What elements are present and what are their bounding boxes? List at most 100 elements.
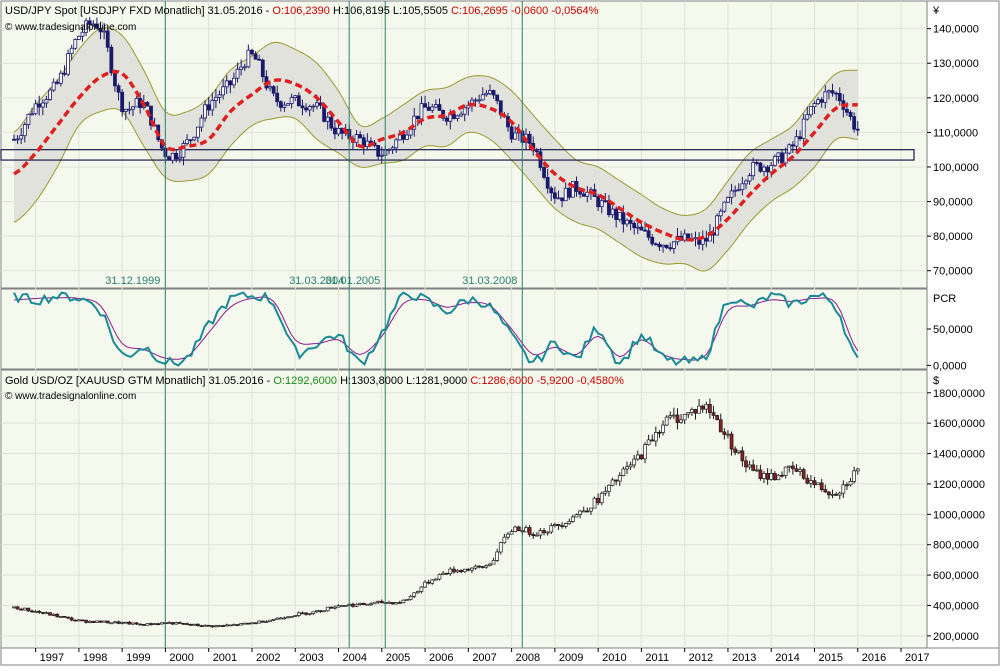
usdjpy-candle-body xyxy=(304,107,308,111)
usdjpy-candle-body xyxy=(430,106,435,111)
gold-candle-body xyxy=(351,603,355,607)
price-axis-label: 90,0000 xyxy=(933,197,973,209)
gold-high: H:1303,8000 xyxy=(340,375,403,387)
year-label: 2007 xyxy=(472,652,496,664)
gold-candle-body xyxy=(780,474,784,477)
gold-candle-body xyxy=(657,431,662,434)
gold-candle-body xyxy=(26,607,31,612)
usdjpy-candle-body xyxy=(228,80,233,86)
gold-candle-body xyxy=(372,601,377,605)
usdjpy-candle-body xyxy=(812,103,817,108)
usdjpy-candle-body xyxy=(296,95,301,107)
gold-candle-body xyxy=(704,403,709,410)
gold-candle-body xyxy=(15,606,20,610)
pcr-axis-label: 50,0000 xyxy=(933,324,973,336)
gold-candle-body xyxy=(12,606,16,609)
year-label: 2009 xyxy=(559,652,583,664)
usdjpy-candle-body xyxy=(433,104,438,108)
usdjpy-candle-body xyxy=(639,226,644,231)
usdjpy-candle-body xyxy=(282,104,287,108)
usdjpy-candle-body xyxy=(852,116,857,130)
usdjpy-candle-body xyxy=(556,197,561,200)
usdjpy-candle-body xyxy=(300,105,305,109)
gold-candle-body xyxy=(473,565,478,569)
gold-candle-body xyxy=(358,602,362,605)
usdjpy-candle-body xyxy=(855,128,860,131)
usdjpy-candle-body xyxy=(195,126,200,138)
usdjpy-candle-body xyxy=(805,114,810,120)
gold-candle-body xyxy=(181,623,186,625)
marker-date-label: 31.03.2008 xyxy=(462,275,517,287)
gold-candle-body xyxy=(333,606,337,609)
usdjpy-candle-body xyxy=(58,72,63,84)
usdjpy-candle-body xyxy=(513,132,518,140)
usdjpy-candle-body xyxy=(790,144,795,147)
price-axis-label: 110,0000 xyxy=(933,127,978,139)
gold-candle-body xyxy=(340,605,344,607)
gold-candle-body xyxy=(841,484,846,494)
gold-candle-body xyxy=(278,617,283,620)
usdjpy-candle-body xyxy=(405,134,409,140)
usdjpy-candle-body xyxy=(188,139,193,142)
usdjpy-candle-body xyxy=(570,181,575,198)
year-label: 2013 xyxy=(732,652,756,664)
usdjpy-candle-body xyxy=(704,237,709,242)
usdjpy-candle-body xyxy=(12,138,16,141)
usdjpy-candle-body xyxy=(762,166,766,172)
gold-candle-body xyxy=(816,482,820,486)
gold-candle-body xyxy=(495,551,500,561)
usdjpy-candle-body xyxy=(538,151,543,168)
gold-candle-body xyxy=(311,611,316,614)
usdjpy-candle-body xyxy=(55,81,60,84)
gold-candle-body xyxy=(772,473,777,481)
usdjpy-candle-body xyxy=(452,113,456,120)
gold-candle-body xyxy=(650,439,655,442)
usdjpy-candle-body xyxy=(574,181,579,192)
usdjpy-open: O:106,2390 xyxy=(272,5,330,17)
usdjpy-candle-body xyxy=(415,115,420,120)
usdjpy-candle-body xyxy=(314,102,319,107)
usdjpy-candle-body xyxy=(578,191,583,195)
gold-candle-body xyxy=(412,592,417,597)
gold-candle-body xyxy=(809,480,813,484)
usdjpy-candle-body xyxy=(581,193,586,197)
gold-candle-body xyxy=(754,469,759,472)
usdjpy-candle-body xyxy=(480,94,485,101)
gold-header: Gold USD/OZ [XAUUSD GTM Monatlich] 31.05… xyxy=(5,375,624,387)
gold-candle-body xyxy=(470,567,474,571)
gold-axis-label: 1800,0000 xyxy=(933,388,985,400)
gold-candle-body xyxy=(545,531,550,534)
year-label: 2003 xyxy=(299,652,323,664)
gold-candle-body xyxy=(736,450,741,453)
usdjpy-candle-body xyxy=(596,196,601,208)
gold-candle-body xyxy=(336,605,341,608)
usdjpy-candle-body xyxy=(66,53,70,75)
gold-candle-body xyxy=(242,622,247,625)
usdjpy-candle-body xyxy=(632,222,637,228)
gold-axis-label: 1600,0000 xyxy=(933,418,985,430)
gold-candle-body xyxy=(134,622,139,625)
pcr-panel xyxy=(0,288,928,370)
usdjpy-candle-body xyxy=(509,126,514,140)
usdjpy-candle-body xyxy=(84,20,88,33)
usdjpy-candle-body xyxy=(650,236,655,245)
gold-candle-body xyxy=(596,497,600,504)
usdjpy-candle-body xyxy=(250,49,254,55)
usdjpy-candle-body xyxy=(271,86,276,94)
gold-candle-body xyxy=(80,619,85,622)
usdjpy-candle-body xyxy=(585,191,590,197)
usdjpy-candle-body xyxy=(40,102,45,108)
usdjpy-candle-body xyxy=(819,99,824,103)
usdjpy-candle-body xyxy=(185,139,189,144)
gold-candle-body xyxy=(123,621,128,624)
usdjpy-candle-body xyxy=(22,124,27,137)
usdjpy-candle-body xyxy=(87,20,92,25)
usdjpy-candle-body xyxy=(37,103,42,108)
year-label: 2008 xyxy=(516,652,540,664)
gold-source: © www.tradesignalonline.com xyxy=(5,391,136,402)
gold-candle-body xyxy=(141,624,146,626)
gold-candle-body xyxy=(437,574,442,580)
usdjpy-candle-body xyxy=(668,247,673,250)
gold-candle-body xyxy=(509,531,514,535)
gold-candle-body xyxy=(192,623,197,626)
